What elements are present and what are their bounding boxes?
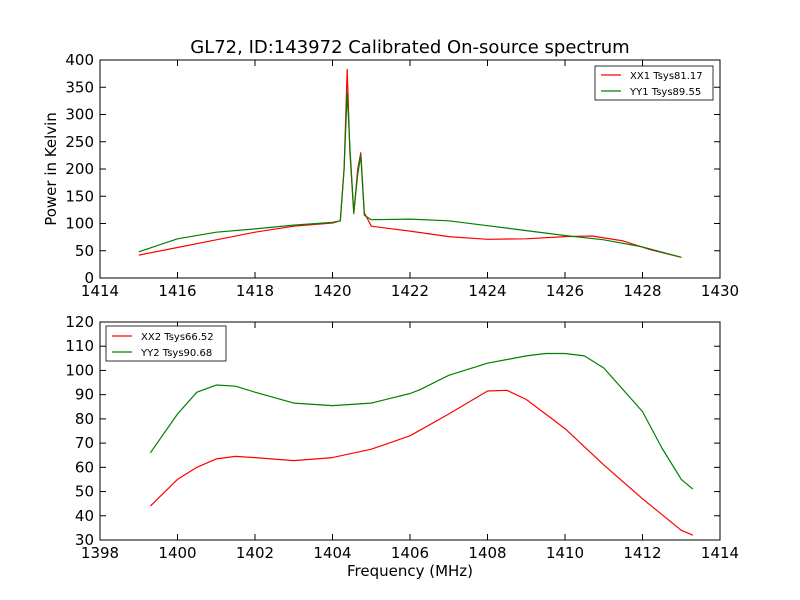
x-tick-label: 1402 [236, 544, 274, 562]
top-chart-ticks: 1414 1416 1418 1420 1422 1424 1426 1428 1430 0 50 1… [65, 51, 739, 300]
y-tick-label: 0 [84, 269, 94, 287]
y-tick-label: 40 [75, 507, 94, 525]
legend-box [105, 325, 227, 362]
bottom-chart-ticks: 1398 1400 1402 1404 1406 1408 1410 1412 1414 30 40… [65, 313, 739, 562]
y-tick-label: 120 [65, 313, 94, 331]
top-chart: 1414 1416 1418 1420 1422 1424 1426 1428 1430 0 50 1… [42, 51, 739, 300]
y-tick-label: 250 [65, 133, 94, 151]
y-tick-label: 100 [65, 361, 94, 379]
x-tick-label: 1420 [313, 282, 351, 300]
y-tick-label: 80 [75, 410, 94, 428]
series-line-yy1 [138, 92, 682, 258]
x-axis-label: Frequency (MHz) [347, 562, 473, 580]
y-tick-label: 50 [75, 242, 94, 260]
x-tick-label: 1404 [313, 544, 351, 562]
x-tick-label: 1398 [81, 544, 119, 562]
legend-label-xx2: XX2 Tsys66.52 [141, 332, 214, 343]
y-tick-label: 50 [75, 483, 94, 501]
x-tick-label: 1406 [391, 544, 429, 562]
y-tick-label: 100 [65, 215, 94, 233]
x-tick-label: 1414 [701, 544, 739, 562]
x-tick-label: 1412 [623, 544, 661, 562]
series-line-yy2 [149, 352, 694, 490]
bottom-chart: 1398 1400 1402 1404 1406 1408 1410 1412 1414 30 40… [65, 313, 739, 580]
x-tick-label: 1422 [391, 282, 429, 300]
legend-box [594, 65, 714, 101]
y-tick-label: 150 [65, 187, 94, 205]
x-tick-label: 1408 [468, 544, 506, 562]
y-axis-label: Power in Kelvin [42, 112, 60, 226]
y-tick-label: 350 [65, 78, 94, 96]
legend-label-xx1: XX1 Tsys81.17 [630, 71, 703, 82]
bottom-chart-legend: XX2 Tsys66.52 YY2 Tsys90.68 [105, 325, 227, 362]
x-tick-label: 1416 [158, 282, 196, 300]
y-tick-label: 300 [65, 106, 94, 124]
y-tick-label: 30 [75, 531, 94, 549]
series-line-xx2 [149, 389, 694, 536]
x-tick-label: 1426 [546, 282, 584, 300]
y-tick-label: 90 [75, 386, 94, 404]
y-tick-label: 200 [65, 160, 94, 178]
x-tick-label: 1418 [236, 282, 274, 300]
x-tick-label: 1424 [468, 282, 506, 300]
y-tick-label: 70 [75, 434, 94, 452]
x-tick-label: 1400 [158, 544, 196, 562]
top-chart-series-group [138, 68, 682, 258]
y-tick-label: 400 [65, 51, 94, 69]
x-tick-label: 1410 [546, 544, 584, 562]
y-tick-label: 110 [65, 337, 94, 355]
legend-label-yy1: YY1 Tsys89.55 [629, 87, 701, 98]
x-tick-label: 1414 [81, 282, 119, 300]
x-tick-label: 1428 [623, 282, 661, 300]
chart-title: GL72, ID:143972 Calibrated On-source spe… [190, 37, 629, 58]
bottom-chart-series-group [149, 352, 694, 536]
top-chart-legend: XX1 Tsys81.17 YY1 Tsys89.55 [594, 65, 714, 101]
y-tick-label: 60 [75, 458, 94, 476]
x-tick-label: 1430 [701, 282, 739, 300]
legend-label-yy2: YY2 Tsys90.68 [140, 348, 212, 359]
